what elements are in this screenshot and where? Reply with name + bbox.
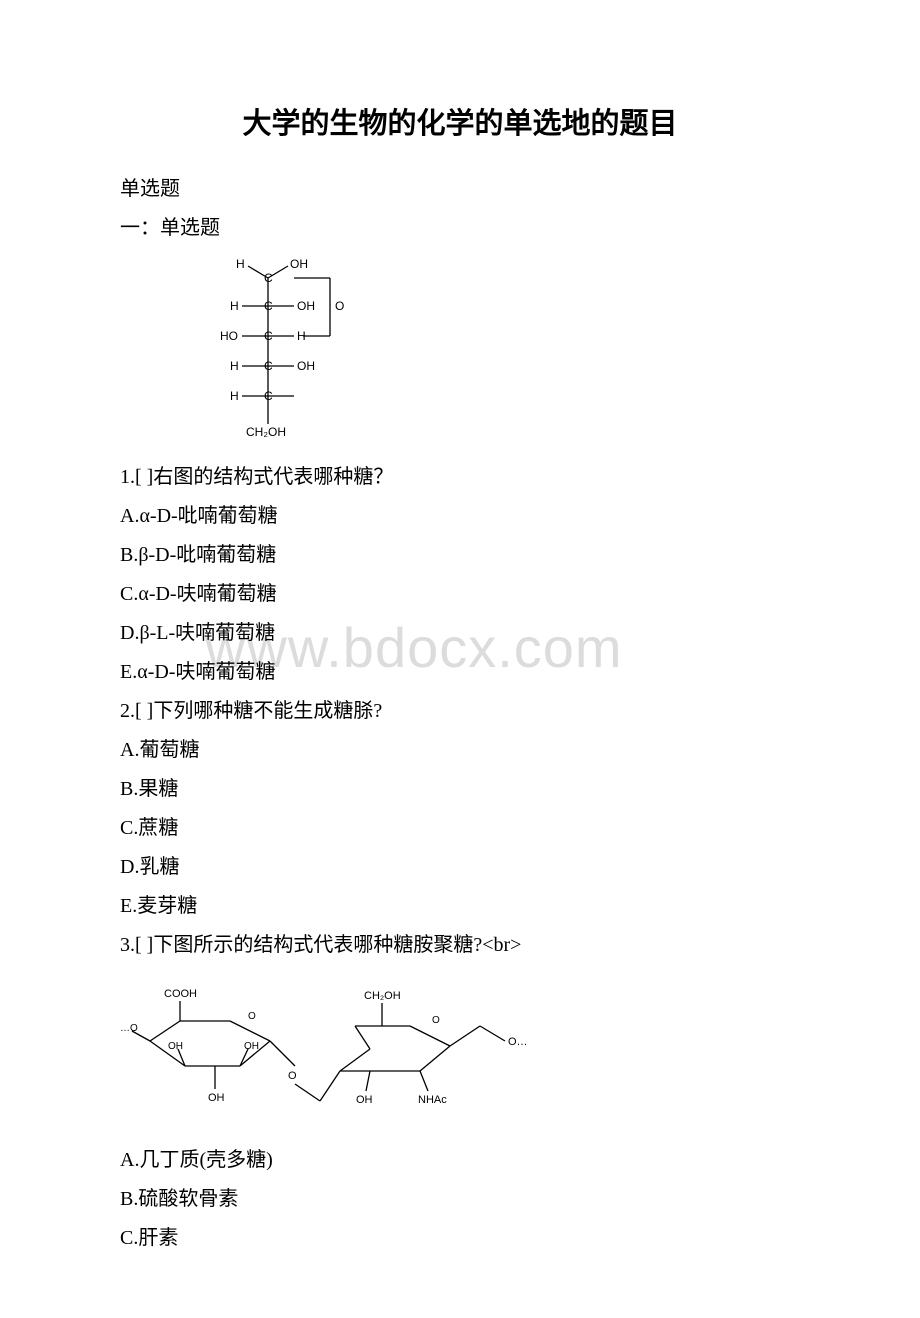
q3-option-c: C.肝素 [120, 1219, 800, 1258]
svg-text:O: O [248, 1011, 256, 1022]
q2-stem: 2.[ ]下列哪种糖不能生成糖脎? [120, 692, 800, 731]
svg-text:C: C [264, 389, 273, 403]
svg-text:C: C [264, 271, 273, 285]
svg-text:H: H [230, 389, 239, 403]
svg-text:O: O [432, 1015, 440, 1026]
svg-text:OH: OH [208, 1092, 225, 1104]
q2-option-e: E.麦芽糖 [120, 887, 800, 926]
q2-option-d: D.乳糖 [120, 848, 800, 887]
svg-text:C: C [264, 329, 273, 343]
svg-text:OH: OH [356, 1094, 373, 1106]
svg-text:O: O [335, 299, 344, 313]
svg-text:HO: HO [220, 329, 238, 343]
figure-glucose-structure: H OH H OH HO H H OH H O CH₂OH C C [190, 256, 800, 456]
svg-text:CH₂OH: CH₂OH [246, 425, 286, 439]
q1-option-b: B.β-D-吡喃葡萄糖 [120, 536, 800, 575]
q1-stem: 1.[ ]右图的结构式代表哪种糖？ [120, 458, 800, 497]
q1-option-a: A.α-D-吡喃葡萄糖 [120, 497, 800, 536]
q3-option-b: B.硫酸软骨素 [120, 1180, 800, 1219]
q3-option-a: A.几丁质(壳多糖) [120, 1141, 800, 1180]
svg-text:H: H [230, 359, 239, 373]
svg-text:…O: …O [120, 1023, 138, 1034]
svg-text:OH: OH [297, 359, 315, 373]
q3-stem: 3.[ ]下图所示的结构式代表哪种糖胺聚糖?<br> [120, 926, 800, 965]
svg-text:O: O [288, 1070, 297, 1082]
q2-option-b: B.果糖 [120, 770, 800, 809]
svg-text:NHAc: NHAc [418, 1094, 447, 1106]
svg-text:C: C [264, 299, 273, 313]
figure-glycosaminoglycan: COOH …O OH OH OH O O CH₂OH O OH NHAc O… [120, 971, 800, 1135]
svg-text:C: C [264, 359, 273, 373]
svg-text:H: H [236, 257, 245, 271]
q2-option-c: C.蔗糖 [120, 809, 800, 848]
svg-text:O…: O… [508, 1036, 528, 1048]
page-title: 大学的生物的化学的单选地的题目 [120, 100, 800, 142]
svg-text:CH₂OH: CH₂OH [364, 990, 401, 1002]
q1-option-c: C.α-D-呋喃葡萄糖 [120, 575, 800, 614]
q1-option-d: D.β-L-呋喃葡萄糖 [120, 614, 800, 653]
svg-text:OH: OH [290, 257, 308, 271]
svg-text:H: H [297, 329, 306, 343]
svg-text:OH: OH [297, 299, 315, 313]
svg-text:OH: OH [168, 1041, 183, 1052]
q2-option-a: A.葡萄糖 [120, 731, 800, 770]
svg-text:H: H [230, 299, 239, 313]
section-subheading: 一：单选题 [120, 209, 800, 248]
q1-option-e: E.α-D-呋喃葡萄糖 [120, 653, 800, 692]
svg-text:COOH: COOH [164, 988, 197, 1000]
svg-text:OH: OH [244, 1041, 259, 1052]
section-heading: 单选题 [120, 170, 800, 209]
